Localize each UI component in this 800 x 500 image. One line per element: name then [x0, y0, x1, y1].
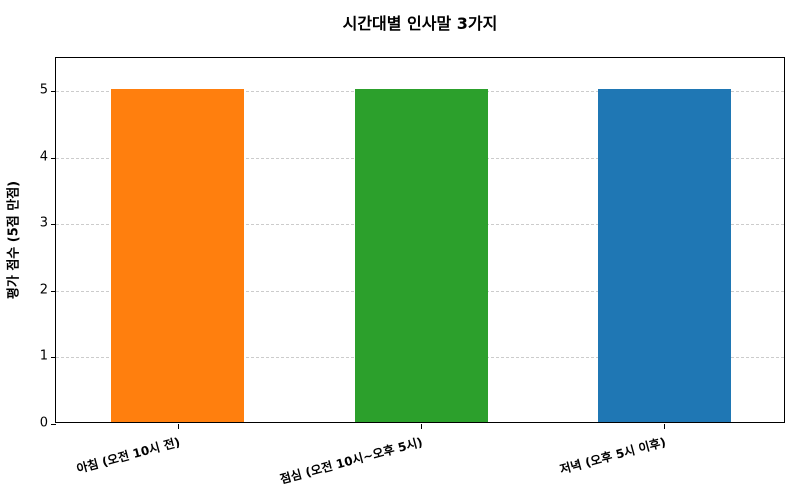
- y-tick: [51, 91, 56, 93]
- x-tick-label: 점심 (오전 10시~오후 5시): [278, 434, 425, 487]
- y-tick-label: 2: [39, 282, 48, 298]
- bar-2: [597, 89, 731, 422]
- chart-title: 시간대별 인사말 3가지: [342, 14, 498, 33]
- x-tick-label: 저녁 (오후 5시 이후): [558, 434, 668, 477]
- y-tick: [51, 224, 56, 226]
- y-tick-label: 1: [39, 348, 48, 364]
- y-tick: [51, 424, 56, 425]
- x-tick: [421, 424, 422, 429]
- x-tick: [177, 424, 179, 429]
- bar-1: [354, 89, 488, 422]
- y-tick: [51, 357, 56, 359]
- bar-0: [111, 89, 245, 422]
- plot-area: [51, 57, 785, 429]
- y-tick: [51, 157, 56, 159]
- y-tick-label: 0: [39, 415, 48, 431]
- y-tick: [51, 290, 56, 292]
- y-tick-label: 5: [39, 82, 48, 98]
- y-tick-label: 4: [39, 149, 48, 165]
- x-tick: [664, 424, 666, 429]
- y-tick-label: 3: [39, 215, 48, 231]
- y-axis-label: 평가 점수 (5점 만점): [6, 180, 22, 300]
- x-tick-label: 아침 (오전 10시 전): [74, 434, 182, 477]
